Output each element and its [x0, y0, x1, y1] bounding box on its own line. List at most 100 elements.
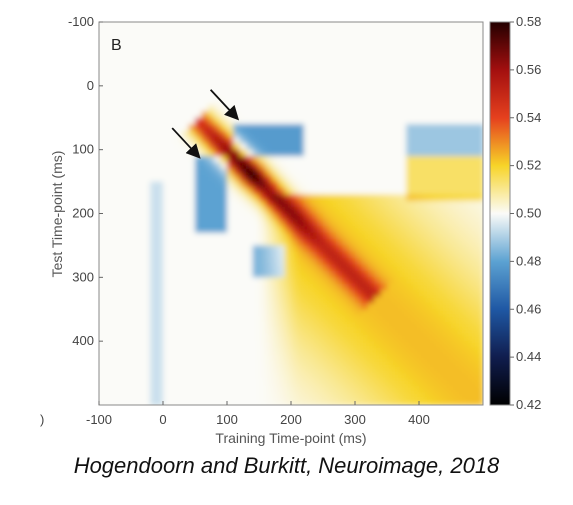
heatmap-cell [431, 207, 439, 215]
heatmap-cell [201, 136, 209, 144]
heatmap-cell [297, 175, 305, 183]
heatmap-cell [380, 283, 388, 291]
heatmap-cell [131, 245, 138, 253]
heatmap-cell [131, 277, 138, 285]
heatmap-cell [99, 124, 106, 132]
heatmap-cell [303, 270, 311, 278]
heatmap-cell [207, 270, 215, 278]
heatmap-cell [246, 200, 254, 208]
heatmap-cell [143, 334, 151, 342]
heatmap-cell [297, 34, 305, 42]
heatmap-cell [412, 392, 420, 400]
heatmap-cell [367, 290, 375, 298]
heatmap-cell [214, 379, 222, 387]
heatmap-cell [399, 207, 407, 215]
heatmap-cell [239, 200, 247, 208]
heatmap-cell [105, 258, 113, 266]
heatmap-cell [99, 98, 106, 106]
heatmap-cell [438, 283, 446, 291]
heatmap-cell [367, 28, 375, 36]
heatmap-cell [316, 226, 324, 234]
heatmap-cell [335, 392, 343, 400]
heatmap-cell [342, 347, 350, 355]
heatmap-cell [297, 181, 305, 189]
heatmap-cell [252, 28, 260, 36]
heatmap-cell [463, 187, 471, 195]
heatmap-cell [163, 66, 170, 74]
heatmap-cell [310, 398, 318, 405]
heatmap-cell [169, 277, 177, 285]
heatmap-cell [150, 392, 158, 400]
heatmap-cell [233, 66, 241, 74]
heatmap-cell [457, 73, 465, 81]
heatmap-cell [335, 251, 343, 259]
heatmap-cell [195, 360, 202, 368]
heatmap-cell [399, 239, 407, 247]
heatmap-cell [291, 283, 298, 291]
heatmap-cell [278, 392, 286, 400]
heatmap-cell [163, 296, 170, 304]
heatmap-cell [463, 392, 471, 400]
heatmap-cell [431, 341, 439, 349]
heatmap-cell [438, 232, 446, 240]
heatmap-cell [252, 60, 260, 68]
heatmap-cell [297, 104, 305, 112]
heatmap-cell [175, 124, 183, 132]
heatmap-cell [419, 328, 426, 336]
heatmap-cell [227, 392, 234, 400]
heatmap-cell [99, 156, 106, 164]
heatmap-cell [355, 207, 362, 215]
heatmap-cell [233, 207, 241, 215]
heatmap-cell [278, 168, 286, 176]
heatmap-cell [335, 73, 343, 81]
heatmap-cell [227, 251, 234, 259]
heatmap-cell [310, 302, 318, 310]
heatmap-cell [355, 219, 362, 227]
heatmap-cell [425, 104, 433, 112]
heatmap-cell [284, 264, 292, 272]
heatmap-cell [284, 194, 292, 202]
heatmap-cell [387, 290, 394, 298]
heatmap-cell [361, 290, 369, 298]
heatmap-cell [124, 156, 132, 164]
heatmap-cell [297, 124, 305, 132]
heatmap-cell [310, 187, 318, 195]
heatmap-cell [393, 302, 401, 310]
heatmap-cell [143, 136, 151, 144]
heatmap-cell [259, 290, 266, 298]
heatmap-cell [214, 296, 222, 304]
colorbar [489, 21, 511, 406]
heatmap-cell [111, 143, 119, 151]
heatmap-cell [451, 60, 458, 68]
heatmap-cell [355, 277, 362, 285]
heatmap-cell [393, 187, 401, 195]
heatmap-cell [457, 28, 465, 36]
heatmap-cell [419, 143, 426, 151]
heatmap-cell [195, 239, 202, 247]
heatmap-cell [169, 245, 177, 253]
heatmap-cell [131, 353, 138, 361]
heatmap-cell [342, 398, 350, 405]
heatmap-cell [220, 334, 228, 342]
heatmap-cell [137, 149, 145, 157]
heatmap-cell [374, 219, 382, 227]
heatmap-cell [220, 392, 228, 400]
heatmap-cell [367, 379, 375, 387]
heatmap-cell [444, 143, 452, 151]
heatmap-cell [150, 66, 158, 74]
heatmap-cell [310, 47, 318, 55]
heatmap-cell [361, 111, 369, 119]
heatmap-cell [406, 53, 414, 61]
heatmap-cell [444, 200, 452, 208]
heatmap-cell [335, 143, 343, 151]
heatmap-cell [175, 302, 183, 310]
heatmap-cell [99, 239, 106, 247]
heatmap-cell [99, 245, 106, 253]
heatmap-cell [246, 309, 254, 317]
heatmap-cell [246, 328, 254, 336]
heatmap-cell [431, 360, 439, 368]
heatmap-cell [105, 175, 113, 183]
heatmap-cell [431, 47, 439, 55]
heatmap-cell [425, 245, 433, 253]
heatmap-cell [124, 117, 132, 125]
